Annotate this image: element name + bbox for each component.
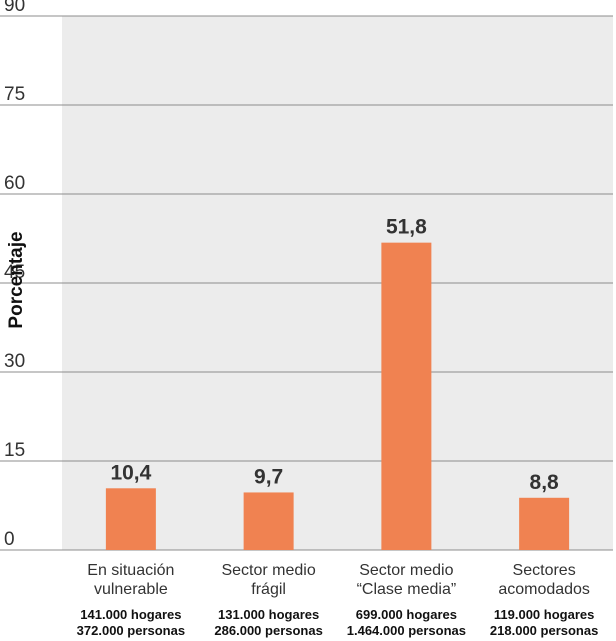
y-tick-label: 45 (4, 262, 25, 283)
footnote-label-line: 1.464.000 personas (347, 623, 466, 638)
category-labels: En situación vulnerable Sector medio frágil… (87, 562, 590, 598)
category-label-line: acomodados (498, 581, 590, 598)
footnote-label-line: 141.000 hogares (80, 607, 181, 622)
gridlines (0, 15, 613, 551)
footnote-label-line: 119.000 hogares (494, 607, 594, 622)
bar-value-label: 8,8 (530, 471, 560, 494)
category-label: Sectores acomodados (498, 562, 590, 598)
category-label-line: vulnerable (94, 581, 168, 598)
category-label-line: En situación (87, 562, 174, 579)
bar (381, 242, 432, 551)
footnote-label-line: 218.000 personas (490, 623, 598, 638)
bars (105, 242, 570, 551)
bar (105, 488, 156, 550)
category-label-line: “Clase media” (357, 581, 457, 598)
category-label: Sector medio frágil (221, 562, 315, 598)
y-tick-label: 60 (4, 173, 25, 194)
footnote-label: 119.000 hogares 218.000 personas (490, 607, 598, 638)
footnote-label: 131.000 hogares 286.000 personas (214, 607, 322, 638)
category-label-line: Sectores (513, 562, 576, 579)
category-label: Sector medio “Clase media” (357, 562, 457, 598)
footnote-label-line: 131.000 hogares (218, 607, 319, 622)
footnote-label-line: 286.000 personas (214, 623, 322, 638)
footnote-labels: 141.000 hogares 372.000 personas 131.000 h… (77, 607, 599, 638)
category-label: En situación vulnerable (87, 562, 174, 598)
bar (519, 497, 570, 550)
footnote-label-line: 699.000 hogares (356, 607, 457, 622)
bar (243, 492, 294, 550)
bar-value-label: 9,7 (254, 465, 283, 488)
footnote-label-line: 372.000 personas (77, 623, 185, 638)
value-labels: 10,4 9,7 51,8 8,8 (110, 216, 559, 494)
category-label-line: Sector medio (221, 562, 315, 579)
y-tick-label: 90 (4, 0, 25, 16)
y-axis-label: Porcentaje (6, 231, 27, 328)
y-tick-labels: 0 15 30 45 60 75 90 (4, 0, 25, 550)
bar-value-label: 10,4 (110, 461, 151, 484)
y-tick-label: 30 (4, 351, 25, 372)
footnote-label: 699.000 hogares 1.464.000 personas (347, 607, 466, 638)
y-tick-label: 0 (4, 529, 15, 550)
bar-value-label: 51,8 (386, 216, 427, 239)
category-label-line: Sector medio (359, 562, 453, 579)
y-tick-label: 15 (4, 440, 25, 461)
y-tick-label: 75 (4, 84, 25, 105)
category-label-line: frágil (251, 581, 286, 598)
footnote-label: 141.000 hogares 372.000 personas (77, 607, 185, 638)
